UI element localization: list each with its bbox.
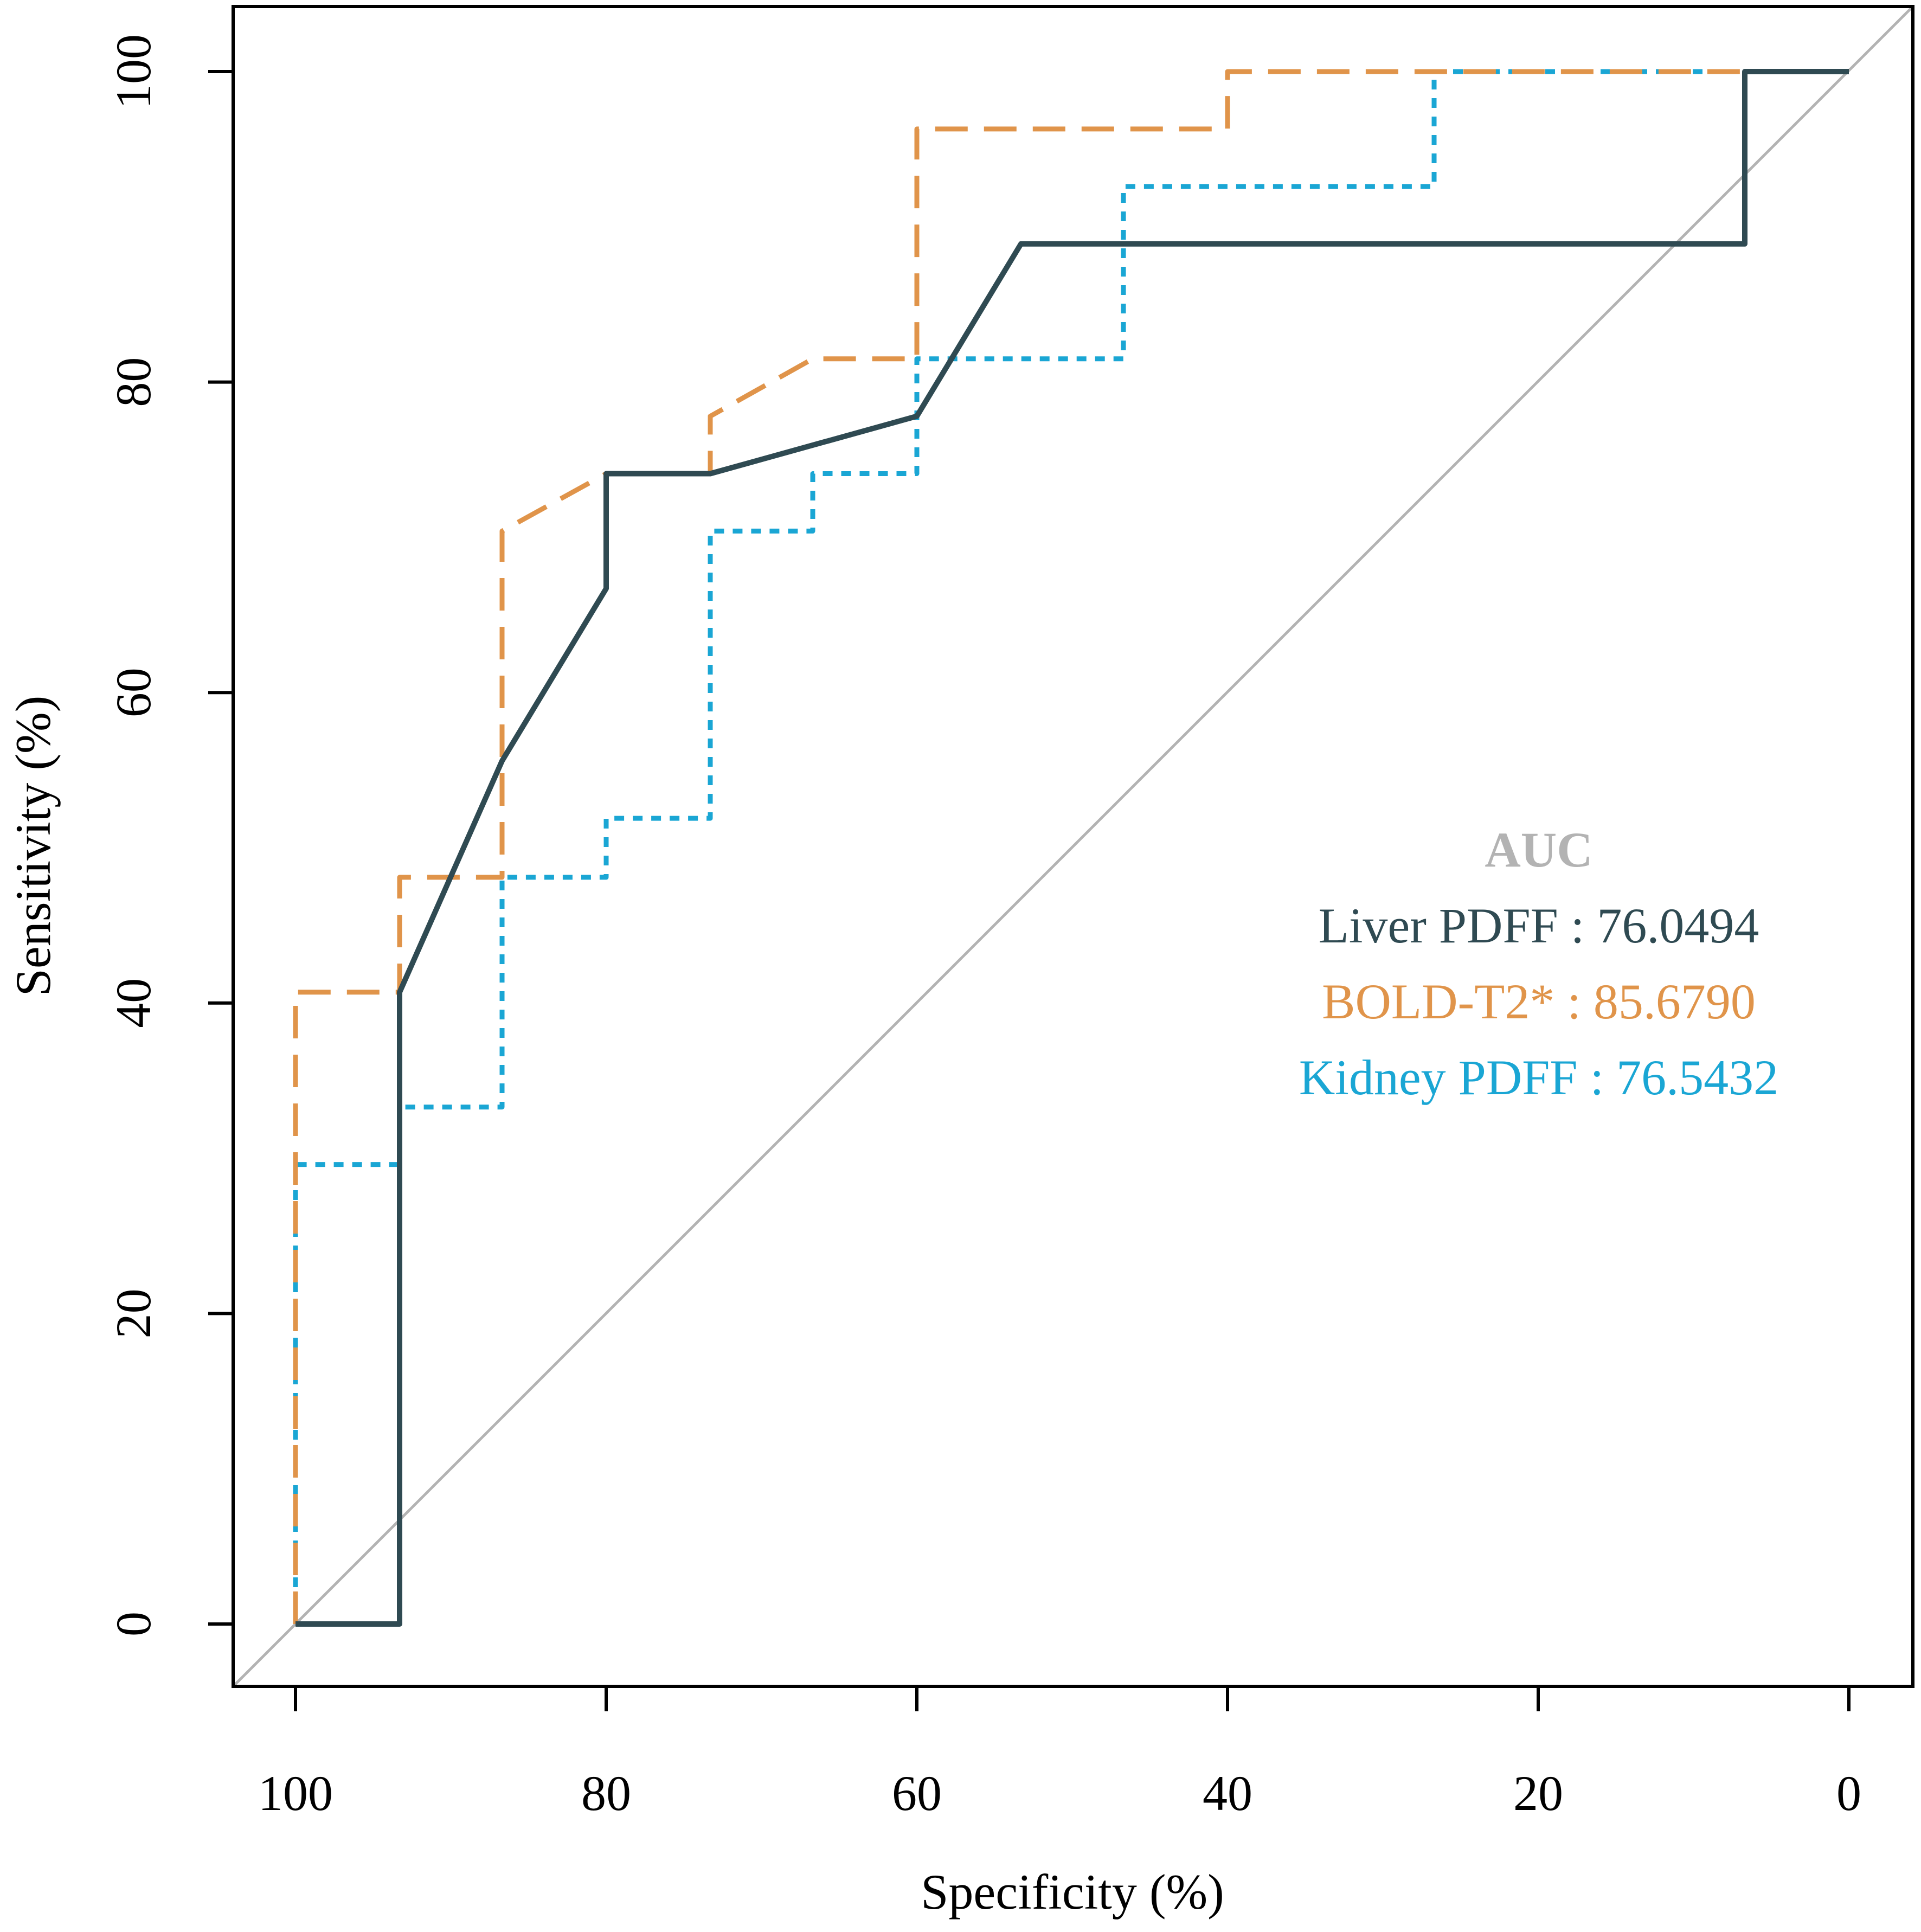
y-axis-label: Sensitivity (%)	[5, 696, 61, 997]
y-tick-label: 80	[106, 357, 161, 407]
legend-entries: Liver PDFF : 76.0494 BOLD-T2* : 85.6790 Ki…	[1299, 898, 1778, 1105]
y-tick-label: 20	[106, 1288, 161, 1338]
series-line-liver-pdff	[295, 69, 1849, 1627]
legend-entry: Liver PDFF : 76.0494	[1319, 898, 1759, 953]
axis-layer: 100 80 60 40 20 0 0 20 40 60 80 100	[106, 34, 1861, 1821]
series-layer	[293, 69, 1849, 1627]
x-axis-label: Specificity (%)	[921, 1864, 1224, 1920]
y-tick-label: 0	[106, 1612, 161, 1636]
legend-entry: BOLD-T2* : 85.6790	[1322, 974, 1756, 1029]
x-tick-label: 0	[1836, 1766, 1861, 1821]
x-tick-label: 80	[581, 1766, 631, 1821]
y-tick-label: 60	[106, 667, 161, 717]
legend-title: AUC	[1485, 822, 1592, 877]
plot-frame	[232, 5, 1914, 1688]
x-tick-label: 40	[1203, 1766, 1252, 1821]
reference-diagonal-line	[232, 5, 1914, 1687]
x-tick-label: 60	[892, 1766, 942, 1821]
x-tick-label: 20	[1513, 1766, 1563, 1821]
reference-layer	[232, 5, 1914, 1687]
y-tick-label: 40	[106, 978, 161, 1028]
x-tick-label: 100	[258, 1766, 333, 1821]
y-tick-label: 100	[106, 34, 161, 109]
legend: AUC Liver PDFF : 76.0494 BOLD-T2* : 85.67…	[1299, 822, 1778, 1105]
legend-entry: Kidney PDFF : 76.5432	[1299, 1050, 1778, 1105]
